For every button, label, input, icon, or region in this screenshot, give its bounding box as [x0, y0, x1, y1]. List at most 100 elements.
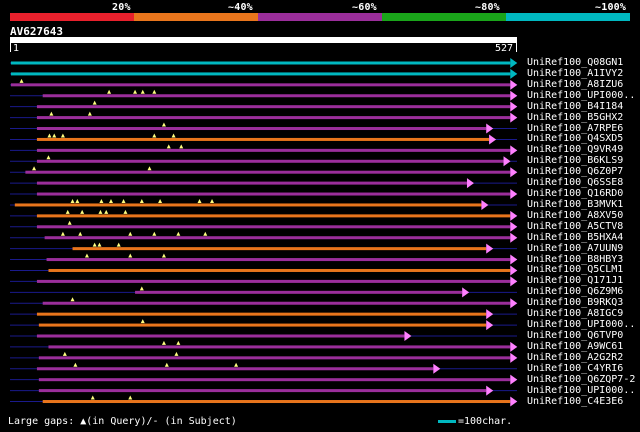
- query-gap-marker: [92, 100, 97, 105]
- hit-bar[interactable]: [36, 159, 504, 163]
- hit-bar[interactable]: [10, 61, 511, 65]
- hit-bar[interactable]: [36, 137, 490, 141]
- hit-bar[interactable]: [36, 192, 511, 196]
- hit-bar[interactable]: [36, 181, 467, 185]
- hit-label[interactable]: UniRef100_Q6Z9M6: [527, 286, 624, 298]
- query-gap-marker: [133, 89, 138, 94]
- hit-bar[interactable]: [48, 345, 511, 349]
- hit-bar[interactable]: [36, 279, 511, 283]
- hit-end-arrow: [486, 320, 494, 331]
- hit-label[interactable]: UniRef100_Q171J1: [527, 275, 624, 287]
- query-gap-marker: [104, 209, 109, 214]
- hit-label[interactable]: UniRef100_B4I184: [527, 100, 624, 112]
- hit-label[interactable]: UniRef100_UPI000..: [527, 319, 636, 331]
- query-gap-marker: [46, 155, 51, 160]
- hit-label[interactable]: UniRef100_B9RKQ3: [527, 297, 624, 309]
- hit-end-arrow: [486, 385, 494, 396]
- hit-label[interactable]: UniRef100_C4E3E6: [527, 395, 624, 407]
- hit-label[interactable]: UniRef100_A9WC61: [527, 340, 624, 352]
- hit-bar[interactable]: [38, 389, 487, 393]
- hit-label[interactable]: UniRef100_B6KLS9: [527, 155, 624, 167]
- footer-scale: =100char.: [438, 416, 512, 427]
- hit-label[interactable]: UniRef100_UPI000..: [527, 384, 636, 396]
- hit-label[interactable]: UniRef100_B8HBY3: [527, 253, 624, 265]
- hit-bar[interactable]: [135, 290, 463, 294]
- hit-bar[interactable]: [36, 148, 511, 152]
- hit-end-arrow: [510, 189, 518, 200]
- hit-label[interactable]: UniRef100_Q16RD0: [527, 188, 624, 200]
- hit-bar[interactable]: [42, 301, 511, 305]
- legend-seg-cyan: [506, 13, 630, 21]
- query-gap-marker: [87, 111, 92, 116]
- hit-label[interactable]: UniRef100_A5CTV8: [527, 220, 624, 232]
- query-gap-marker: [92, 242, 97, 247]
- hit-label[interactable]: UniRef100_Q6ZQP7-2: [527, 373, 636, 385]
- hit-bar[interactable]: [72, 247, 487, 251]
- hit-bar[interactable]: [38, 356, 511, 360]
- hit-bar[interactable]: [38, 323, 487, 327]
- hit-bar[interactable]: [10, 83, 511, 87]
- hit-end-arrow: [433, 363, 441, 374]
- query-gap-marker: [19, 78, 24, 83]
- query-gap-marker: [121, 198, 126, 203]
- hit-end-arrow: [510, 145, 518, 156]
- query-gap-marker: [234, 362, 239, 367]
- hit-bar[interactable]: [36, 334, 405, 338]
- query-gap-marker: [174, 351, 179, 356]
- hit-bar[interactable]: [36, 105, 511, 109]
- legend-seg-orange: [134, 13, 258, 21]
- query-gap-marker: [158, 198, 163, 203]
- hit-label[interactable]: UniRef100_B5HXA4: [527, 231, 624, 243]
- hit-label[interactable]: UniRef100_A8IGC9: [527, 308, 624, 320]
- query-gap-marker: [84, 253, 89, 258]
- query-gap-marker: [67, 220, 72, 225]
- hit-label[interactable]: UniRef100_A2G2R2: [527, 351, 624, 363]
- hit-label[interactable]: UniRef100_C4YRI6: [527, 362, 624, 374]
- hit-label[interactable]: UniRef100_Q4SXD5: [527, 133, 624, 145]
- scale-start-label: 1: [13, 43, 20, 54]
- query-gap-marker: [49, 111, 54, 116]
- hit-end-arrow: [481, 199, 489, 210]
- hit-label[interactable]: UniRef100_Q9VR49: [527, 144, 624, 156]
- hit-label[interactable]: UniRef100_A8IZU6: [527, 78, 624, 90]
- hit-end-arrow: [510, 101, 518, 112]
- hit-bar[interactable]: [46, 258, 511, 262]
- hit-label[interactable]: UniRef100_A7RPE6: [527, 122, 624, 134]
- scale-start-tick: [10, 42, 11, 52]
- hit-bar[interactable]: [42, 400, 511, 404]
- hit-bar[interactable]: [38, 378, 511, 382]
- hit-end-arrow: [510, 341, 518, 352]
- query-gap-marker: [70, 297, 75, 302]
- hit-bar[interactable]: [25, 170, 511, 174]
- hit-bar[interactable]: [36, 312, 487, 316]
- hit-label[interactable]: UniRef100_Q6Z0P7: [527, 166, 624, 178]
- query-gap-marker: [60, 231, 65, 236]
- query-gap-marker: [210, 198, 215, 203]
- hit-label[interactable]: UniRef100_B3MVK1: [527, 198, 624, 210]
- hit-bar[interactable]: [36, 127, 487, 131]
- hit-bar[interactable]: [10, 72, 511, 76]
- hit-label[interactable]: UniRef100_A7UUN9: [527, 242, 624, 254]
- hit-bar[interactable]: [36, 116, 511, 120]
- hit-bar[interactable]: [36, 225, 511, 229]
- hit-bar[interactable]: [14, 203, 482, 207]
- scale-text: =100char.: [458, 416, 513, 427]
- hit-bar[interactable]: [42, 94, 511, 98]
- hit-label[interactable]: UniRef100_Q5CLM1: [527, 264, 624, 276]
- hit-bar[interactable]: [44, 236, 511, 240]
- hit-label[interactable]: UniRef100_Q6TVP0: [527, 330, 624, 341]
- hit-label[interactable]: UniRef100_UPI000..: [527, 89, 636, 101]
- hit-label[interactable]: UniRef100_Q08GN1: [527, 57, 624, 68]
- query-gap-marker: [166, 144, 171, 149]
- hit-bar[interactable]: [36, 367, 434, 371]
- hit-label[interactable]: UniRef100_Q6SSE8: [527, 177, 624, 189]
- hit-label[interactable]: UniRef100_A1IVY2: [527, 67, 624, 79]
- hit-bar[interactable]: [48, 268, 511, 272]
- hit-label[interactable]: UniRef100_A8XV50: [527, 209, 624, 221]
- hit-bar[interactable]: [36, 214, 511, 218]
- query-gap-marker: [152, 89, 157, 94]
- hit-end-arrow: [510, 210, 518, 221]
- hit-label[interactable]: UniRef100_B5GHX2: [527, 111, 624, 123]
- scale-end-tick: [516, 42, 517, 52]
- query-gap-marker: [107, 89, 112, 94]
